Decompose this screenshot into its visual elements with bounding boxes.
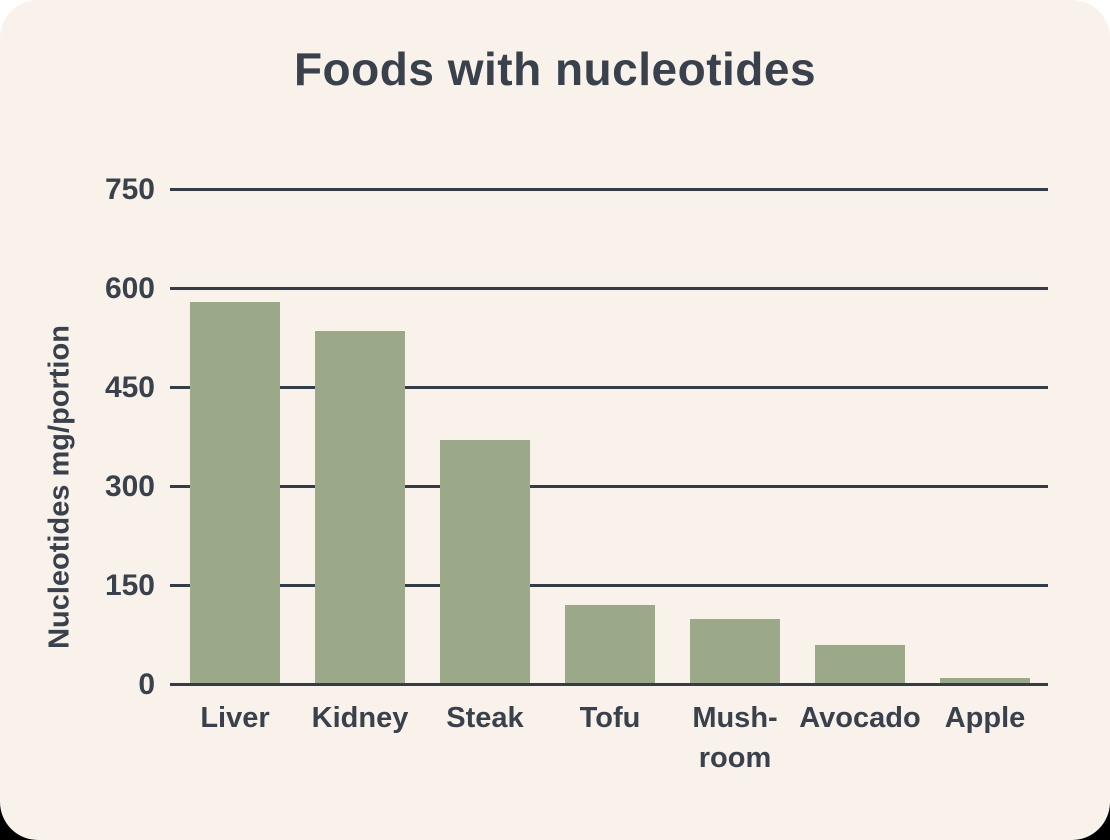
x-axis-baseline xyxy=(170,683,1048,686)
x-label-kidney: Kidney xyxy=(311,702,409,734)
bar-mush-room xyxy=(690,618,780,683)
gridline-750 xyxy=(170,188,1048,191)
bar-tofu xyxy=(565,605,655,683)
y-tick-label-600: 600 xyxy=(104,271,155,305)
y-tick-label-450: 450 xyxy=(104,370,155,404)
y-tick-label-750: 750 xyxy=(104,172,155,206)
x-label-mush-room: Mush-room xyxy=(692,702,778,774)
x-label-apple: Apple xyxy=(944,702,1026,734)
x-label-avocado: Avocado xyxy=(799,702,921,734)
gridline-150 xyxy=(170,584,1048,587)
gridline-300 xyxy=(170,485,1048,488)
bar-avocado xyxy=(815,644,905,683)
chart-title: Foods with nucleotides xyxy=(293,43,817,95)
gridline-450 xyxy=(170,386,1048,389)
y-tick-label-150: 150 xyxy=(104,568,155,602)
y-tick-label-0: 0 xyxy=(138,667,155,701)
x-label-liver: Liver xyxy=(200,702,270,734)
x-label-steak: Steak xyxy=(446,702,524,734)
y-tick-label-300: 300 xyxy=(104,469,155,503)
bar-steak xyxy=(440,440,530,683)
x-label-tofu: Tofu xyxy=(579,702,641,734)
bar-liver xyxy=(190,301,280,683)
gridline-600 xyxy=(170,287,1048,290)
bar-kidney xyxy=(315,331,405,683)
bar-apple xyxy=(940,677,1030,683)
